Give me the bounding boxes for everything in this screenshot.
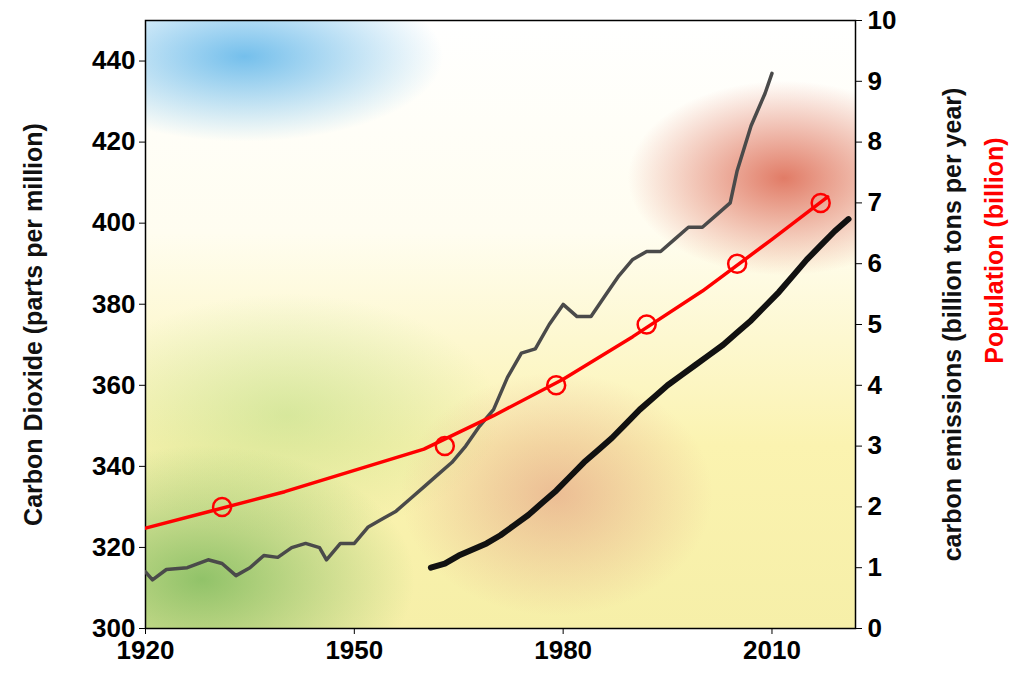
svg-text:340: 340 xyxy=(92,451,135,481)
svg-text:360: 360 xyxy=(92,370,135,400)
svg-text:3: 3 xyxy=(868,430,882,460)
svg-text:5: 5 xyxy=(868,309,882,339)
svg-text:300: 300 xyxy=(92,612,136,643)
svg-text:1980: 1980 xyxy=(534,635,592,665)
svg-text:4: 4 xyxy=(868,370,883,400)
svg-text:Population (billion): Population (billion) xyxy=(980,137,1008,363)
svg-text:380: 380 xyxy=(92,289,135,319)
svg-text:carbon emissions (billion tons: carbon emissions (billion tons per year) xyxy=(938,88,966,562)
svg-text:2010: 2010 xyxy=(743,635,801,665)
svg-text:420: 420 xyxy=(92,126,135,156)
svg-text:2: 2 xyxy=(868,491,882,521)
svg-text:Carbon Dioxide (parts per mill: Carbon Dioxide (parts per million) xyxy=(19,123,47,526)
svg-text:1: 1 xyxy=(868,552,882,582)
svg-text:7: 7 xyxy=(868,187,882,217)
svg-text:8: 8 xyxy=(868,126,882,156)
svg-text:1950: 1950 xyxy=(325,635,383,665)
svg-text:320: 320 xyxy=(92,532,135,562)
svg-text:6: 6 xyxy=(868,248,882,278)
svg-text:400: 400 xyxy=(92,207,135,237)
svg-text:10: 10 xyxy=(868,5,897,35)
svg-text:1920: 1920 xyxy=(117,635,175,665)
svg-text:440: 440 xyxy=(92,45,135,75)
svg-text:0: 0 xyxy=(868,613,882,643)
svg-text:9: 9 xyxy=(868,66,882,96)
